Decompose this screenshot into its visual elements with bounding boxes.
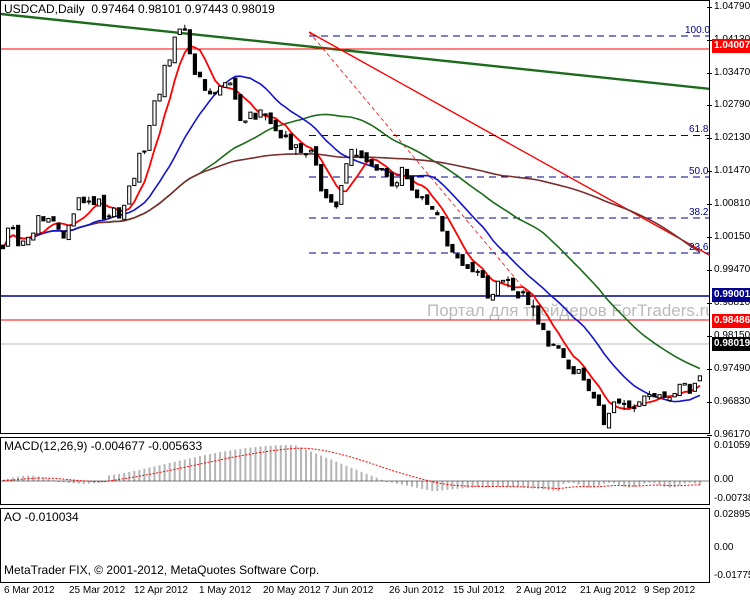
svg-text:Портал для трейдеров ForTrader: Портал для трейдеров ForTraders.ru	[427, 301, 710, 320]
svg-text:50.0: 50.0	[689, 166, 709, 177]
svg-text:100.0: 100.0	[685, 25, 710, 36]
svg-text:38.2: 38.2	[689, 207, 709, 218]
svg-text:61.8: 61.8	[689, 124, 709, 135]
